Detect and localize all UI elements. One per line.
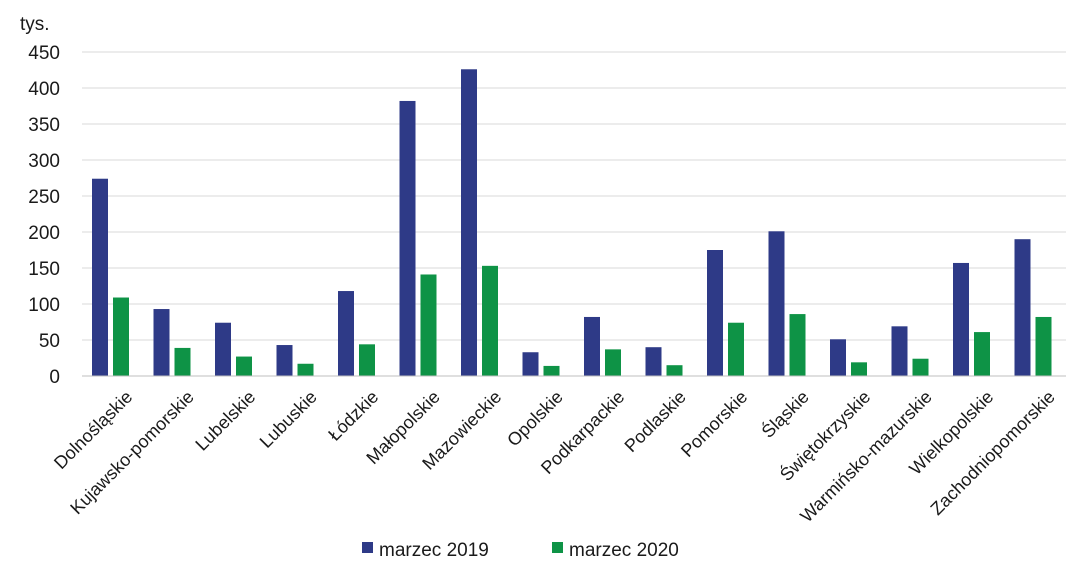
bars: [92, 69, 1052, 377]
bar-marzec-2020: [605, 349, 621, 376]
bar-marzec-2019: [1014, 239, 1031, 376]
bar-marzec-2020: [1035, 316, 1052, 376]
y-tick-label: 200: [28, 223, 60, 244]
legend-swatch-marzec-2019: [362, 542, 373, 553]
y-tick-label: 300: [28, 151, 60, 172]
x-category-label: Lubelskie: [191, 387, 259, 455]
bar-marzec-2020: [789, 314, 806, 376]
bar-marzec-2019: [92, 178, 108, 376]
bar-marzec-2020: [174, 347, 191, 376]
bar-marzec-2020: [420, 274, 437, 376]
bar-marzec-2019: [399, 100, 416, 377]
x-axis-categories: DolnośląskieKujawsko-pomorskieLubelskieL…: [50, 386, 1059, 526]
y-tick-label: 100: [28, 295, 60, 316]
bar-marzec-2019: [338, 291, 354, 376]
x-category-label: Zachodniopomorskie: [927, 387, 1059, 519]
bar-marzec-2019: [707, 250, 723, 376]
bar-marzec-2020: [974, 332, 990, 376]
legend-swatch-marzec-2020: [552, 542, 563, 553]
bar-marzec-2020: [728, 322, 744, 376]
y-tick-label: 50: [39, 331, 60, 352]
bar-marzec-2020: [113, 297, 129, 376]
bar-marzec-2020: [297, 363, 314, 376]
bar-marzec-2019: [276, 345, 293, 376]
bar-marzec-2019: [461, 69, 477, 376]
x-category-label: Śląskie: [757, 386, 813, 442]
legend-label-marzec-2020: marzec 2020: [569, 540, 679, 561]
x-category-label: Opolskie: [503, 387, 567, 451]
bar-marzec-2019: [153, 309, 170, 376]
x-category-label: Kujawsko-pomorskie: [66, 387, 198, 519]
legend: marzec 2019 marzec 2020: [362, 540, 679, 561]
y-tick-label: 250: [28, 187, 60, 208]
bar-marzec-2019: [768, 231, 785, 376]
bar-marzec-2019: [891, 326, 908, 376]
bar-marzec-2020: [543, 365, 560, 376]
x-category-label: Łódzkie: [324, 387, 382, 445]
bar-marzec-2019: [522, 352, 539, 376]
bar-marzec-2020: [236, 356, 252, 376]
y-tick-label: 0: [49, 367, 60, 388]
bar-marzec-2019: [953, 262, 969, 376]
y-tick-label: 350: [28, 115, 60, 136]
bar-marzec-2020: [851, 362, 867, 376]
y-unit-label: tys.: [20, 14, 50, 35]
y-tick-label: 400: [28, 79, 60, 100]
bar-marzec-2020: [666, 365, 683, 376]
bar-marzec-2019: [215, 322, 231, 376]
gridlines: [82, 51, 1066, 341]
x-category-label: Lubuskie: [256, 387, 321, 452]
bar-marzec-2019: [584, 316, 600, 376]
bar-marzec-2020: [912, 358, 929, 376]
bar-marzec-2019: [645, 347, 662, 376]
y-tick-label: 150: [28, 259, 60, 280]
legend-label-marzec-2019: marzec 2019: [379, 540, 489, 561]
y-tick-label: 450: [28, 43, 60, 64]
bar-marzec-2019: [830, 339, 846, 376]
x-category-label: Pomorskie: [677, 387, 751, 461]
bar-marzec-2020: [482, 265, 498, 376]
bar-marzec-2020: [359, 344, 375, 376]
y-axis-ticks: 0 50 100 150 200 250 300 350 400 450: [28, 43, 60, 388]
